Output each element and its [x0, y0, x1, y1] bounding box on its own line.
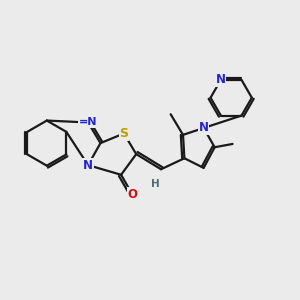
Text: N: N	[199, 122, 209, 134]
Text: N: N	[216, 73, 226, 86]
Text: =N: =N	[79, 118, 97, 128]
Text: S: S	[119, 127, 128, 140]
Text: H: H	[151, 179, 160, 189]
Text: O: O	[127, 188, 137, 200]
Text: N: N	[83, 159, 93, 172]
